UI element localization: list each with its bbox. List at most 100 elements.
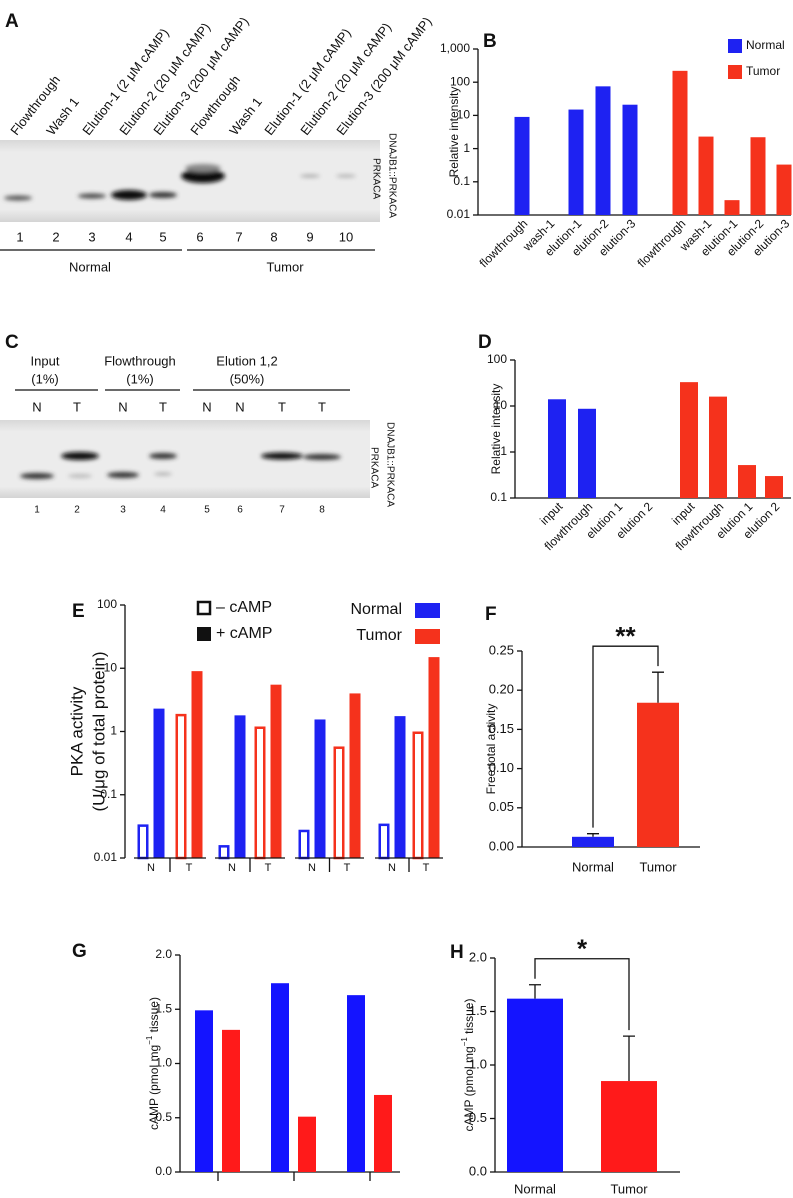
y-tick-label: 1 <box>500 444 507 458</box>
legend-swatch <box>415 629 440 644</box>
y-tick-label: 0.10 <box>489 760 514 775</box>
legend-label: Tumor <box>356 627 402 644</box>
bar <box>672 70 688 215</box>
lane-label: N <box>32 399 41 414</box>
y-tick-label: 0.1 <box>453 174 470 188</box>
y-tick-label: 100 <box>450 74 470 88</box>
y-tick-label: 100 <box>487 352 507 366</box>
lane-number: 5 <box>159 229 166 244</box>
panel-label: H <box>450 942 464 963</box>
x-tick-label: T <box>423 862 430 874</box>
x-tick-label: T <box>265 862 272 874</box>
lane-number: 7 <box>279 505 285 516</box>
bar <box>776 164 792 215</box>
lane-label: N <box>202 399 211 414</box>
lane-header-amount: (50%) <box>230 371 265 386</box>
y-tick-label: 10 <box>457 108 471 122</box>
y-axis-label: cAMP (pmol mg−1 tissue) <box>460 999 476 1132</box>
x-tick-label: Normal <box>572 859 614 874</box>
y-axis-label-part: tissue) <box>147 997 161 1036</box>
significance-bracket <box>592 645 659 828</box>
bar <box>314 719 326 858</box>
band-label: DNAJB1::PRKACA <box>384 422 395 507</box>
x-tick-label: Tumor <box>639 859 677 874</box>
y-tick-label: 0.1 <box>100 787 117 801</box>
y-axis-label: Free:total activity <box>484 704 498 795</box>
bar <box>750 137 766 215</box>
bar <box>347 995 365 1172</box>
blot-image <box>0 140 380 222</box>
lane-number: 5 <box>204 505 210 516</box>
bar <box>572 836 614 847</box>
y-tick-label: 0.5 <box>155 1110 172 1124</box>
lane-number: 3 <box>88 229 95 244</box>
lane-number: 6 <box>196 229 203 244</box>
bar <box>428 657 440 858</box>
lane-number: 6 <box>237 505 243 516</box>
y-tick-label: 0.0 <box>469 1163 487 1178</box>
x-tick-label: Tumor <box>610 1181 648 1196</box>
legend-swatch <box>415 603 440 618</box>
blot-image <box>0 420 370 498</box>
bar <box>298 1116 316 1172</box>
y-tick-label: 1.5 <box>155 1001 172 1015</box>
bar <box>175 713 187 860</box>
lane-number: 3 <box>120 505 126 516</box>
legend-swatch <box>728 65 742 79</box>
bar <box>514 116 530 215</box>
lane-number: 4 <box>125 229 132 244</box>
y-axis-label: (U/μg of total protein) <box>89 651 108 811</box>
y-tick-label: 0.20 <box>489 682 514 697</box>
lane-label: T <box>159 399 167 414</box>
y-tick-label: 2.0 <box>469 949 487 964</box>
y-axis-label: cAMP (pmol mg−1 tissue) <box>145 997 161 1130</box>
significance-bracket <box>534 958 630 1031</box>
y-tick-label: 0.00 <box>489 838 514 853</box>
y-axis-label-part: tissue) <box>462 999 476 1038</box>
panel-label: E <box>72 601 85 622</box>
lane-number: 8 <box>319 505 325 516</box>
panel-label: A <box>5 11 19 32</box>
bar <box>349 693 361 858</box>
bar <box>412 731 424 860</box>
bar <box>191 671 203 858</box>
lane-header-amount: (1%) <box>126 371 153 386</box>
bar <box>507 998 563 1172</box>
y-tick-label: 100 <box>97 597 117 611</box>
panel-label: F <box>485 604 497 625</box>
panel-label: G <box>72 941 87 962</box>
y-tick-label: 1 <box>463 141 470 155</box>
bar <box>680 382 698 498</box>
lane-number: 1 <box>16 229 23 244</box>
lane-number: 4 <box>160 505 166 516</box>
bar <box>195 1010 213 1172</box>
y-tick-label: 0.15 <box>489 721 514 736</box>
group-label: Tumor <box>266 259 304 274</box>
bar <box>724 200 740 215</box>
y-tick-label: 1.0 <box>155 1056 172 1070</box>
x-tick-label: N <box>388 862 396 874</box>
band-label: PRKACA <box>370 158 381 199</box>
band-label: DNAJB1::PRKACA <box>386 133 397 218</box>
y-axis-label-part: cAMP (pmol mg <box>147 1045 161 1130</box>
group-label: Normal <box>69 259 111 274</box>
error-bar <box>529 984 541 999</box>
bar <box>622 104 638 215</box>
lane-label: Wash 1 <box>226 94 265 138</box>
legend-label: – cAMP <box>216 599 272 616</box>
bar <box>578 408 596 498</box>
y-tick-label: 1.0 <box>469 1056 487 1071</box>
bar <box>601 1081 657 1172</box>
y-axis-label: PKA activity <box>67 686 86 776</box>
bar <box>218 845 230 860</box>
bar <box>153 708 165 858</box>
bar <box>637 702 679 847</box>
bar <box>137 824 149 860</box>
legend-swatch <box>196 600 212 616</box>
lane-header: Flowthrough <box>104 353 176 368</box>
panel-label: D <box>478 332 492 353</box>
bar <box>698 136 714 215</box>
error-bar <box>623 1035 635 1082</box>
y-tick-label: 10 <box>494 398 508 412</box>
significance-label: * <box>577 934 588 964</box>
